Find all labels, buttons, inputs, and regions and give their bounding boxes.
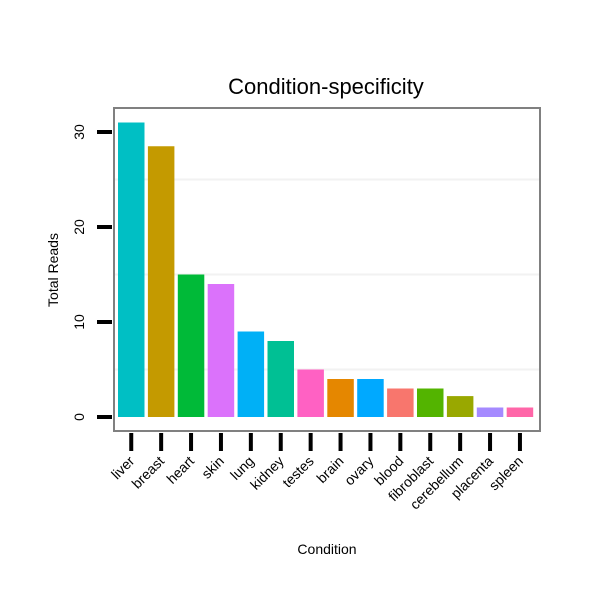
bar-breast (147, 146, 175, 417)
bars (118, 122, 534, 417)
bar-blood (387, 388, 414, 417)
bar-placenta (476, 407, 504, 417)
y-axis: 0 10 20 30 (71, 124, 112, 421)
bar-cerebellum (446, 396, 474, 417)
bar-skin (207, 284, 235, 417)
bar-heart (177, 274, 205, 417)
bar-liver (118, 122, 145, 417)
bar-spleen (506, 407, 534, 417)
bar-fibroblast (417, 388, 444, 417)
bar-lung (237, 331, 265, 417)
y-tick-label: 30 (71, 124, 87, 140)
y-axis-label: Total Reads (45, 233, 61, 307)
y-tick-label: 0 (71, 413, 87, 421)
y-tick-label: 10 (71, 314, 87, 330)
bar-kidney (267, 341, 294, 417)
bar-testes (297, 369, 324, 417)
chart-title: Condition-specificity (228, 74, 424, 99)
bar-brain (327, 379, 354, 417)
bar-ovary (357, 379, 384, 417)
y-tick-label: 20 (71, 219, 87, 235)
x-axis-label: Condition (297, 541, 356, 557)
plot-panel-border (113, 107, 541, 432)
